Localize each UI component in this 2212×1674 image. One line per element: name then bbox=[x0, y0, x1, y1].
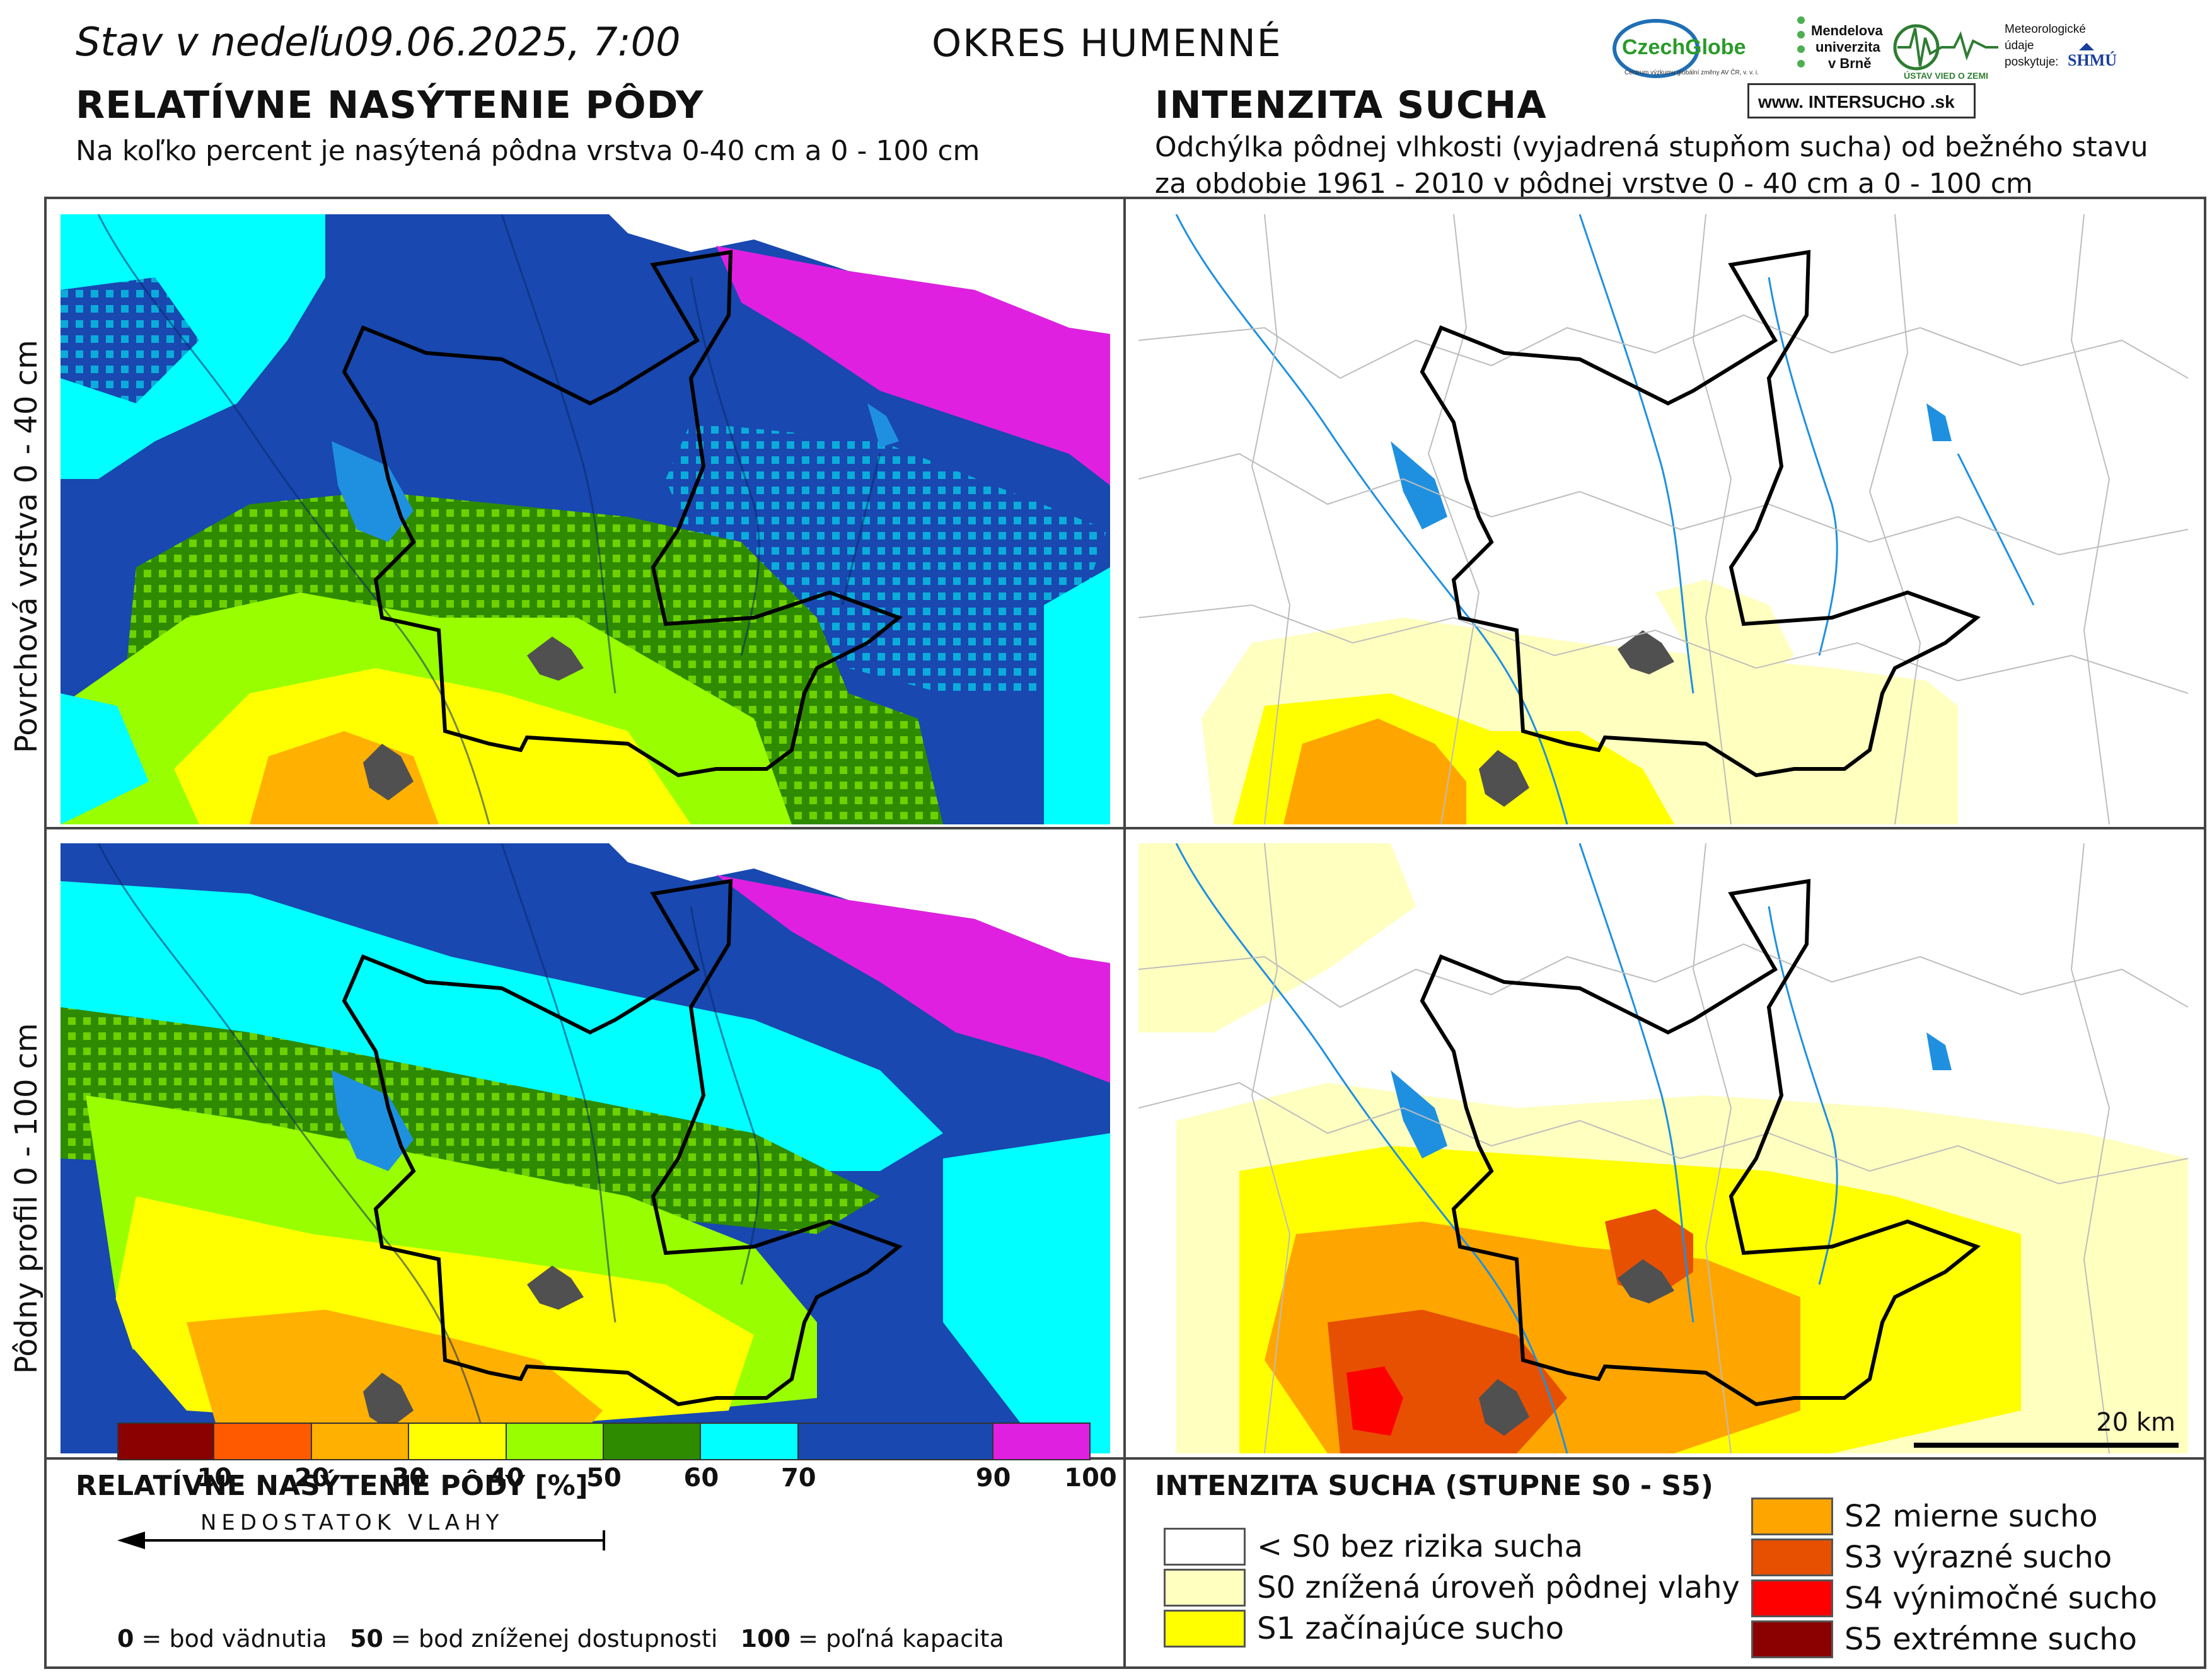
map-saturation-topsoil bbox=[61, 214, 1110, 824]
drought-swatch-5 bbox=[1751, 1579, 1833, 1617]
footnote-value-50: 50 bbox=[350, 1625, 383, 1653]
saturation-bin-70-90 bbox=[798, 1423, 993, 1460]
footnote-text-100: = poľná kapacita bbox=[790, 1625, 1004, 1653]
deficit-arrow bbox=[117, 1530, 605, 1550]
saturation-tick-label: 50 bbox=[586, 1463, 622, 1492]
saturation-bin-10-20 bbox=[214, 1423, 312, 1460]
drought-legend-label-6: S5 extrémne sucho bbox=[1844, 1622, 2137, 1657]
drought-swatch-1 bbox=[1164, 1569, 1246, 1607]
svg-text:údaje: údaje bbox=[2005, 39, 2034, 52]
saturation-bin-40-50 bbox=[506, 1423, 604, 1460]
svg-text:ÚSTAV VIED O ZEMI: ÚSTAV VIED O ZEMI bbox=[1904, 70, 1988, 81]
svg-text:www. INTERSUCHO .sk: www. INTERSUCHO .sk bbox=[1757, 92, 1955, 112]
saturation-tick-label: 40 bbox=[489, 1463, 524, 1492]
drought-swatch-3 bbox=[1751, 1498, 1833, 1535]
saturation-bin-50-60 bbox=[604, 1423, 702, 1460]
footnote-value-100: 100 bbox=[740, 1625, 790, 1653]
right-section-title: INTENZITA SUCHA bbox=[1155, 83, 1547, 127]
scale-bar-label: 20 km bbox=[2096, 1408, 2175, 1437]
drought-legend-label-0: < S0 bez rizika sucha bbox=[1257, 1529, 1584, 1564]
svg-text:univerzita: univerzita bbox=[1815, 39, 1880, 55]
shmu-logo: Meteorologické údaje poskytuje: SHMÚ bbox=[2005, 18, 2124, 87]
left-section-title: RELATÍVNE NASÝTENIE PÔDY bbox=[76, 83, 704, 127]
map-drought-profile: 20 km bbox=[1138, 843, 2188, 1453]
saturation-bin-60-70 bbox=[701, 1423, 799, 1460]
report-date: Stav v nedeľu09.06.2025, 7:00 bbox=[76, 19, 681, 65]
drought-swatch-6 bbox=[1751, 1620, 1833, 1658]
drought-legend-label-4: S3 výrazné sucho bbox=[1844, 1540, 2112, 1575]
saturation-tick-label: 20 bbox=[294, 1463, 330, 1492]
drought-swatch-4 bbox=[1751, 1538, 1833, 1576]
drought-legend-label-2: S1 začínajúce sucho bbox=[1257, 1611, 1564, 1646]
row-label-bottom: Pôdny profil 0 - 100 cm bbox=[9, 1023, 44, 1374]
saturation-tick-label: 10 bbox=[197, 1463, 233, 1492]
drought-legend-title: INTENZITA SUCHA (STUPNE S0 - S5) bbox=[1155, 1470, 1713, 1502]
right-section-subtitle-line1: Odchýlka pôdnej vlhkosti (vyjadrená stup… bbox=[1155, 131, 2148, 163]
drought-swatch-0 bbox=[1164, 1528, 1246, 1566]
map-drought-topsoil bbox=[1138, 214, 2188, 824]
saturation-bin-30-40 bbox=[409, 1423, 507, 1460]
svg-text:SHMÚ: SHMÚ bbox=[2068, 51, 2117, 69]
saturation-bin-0-10 bbox=[117, 1423, 215, 1460]
svg-text:poskytuje:: poskytuje: bbox=[2005, 55, 2059, 69]
drought-legend-label-5: S4 výnimočné sucho bbox=[1844, 1581, 2158, 1616]
saturation-tick-label: 90 bbox=[975, 1463, 1011, 1492]
drought-legend-label-1: S0 znížená úroveň pôdnej vlahy bbox=[1257, 1570, 1740, 1605]
footnote-text-50: = bod zníženej dostupnosti bbox=[383, 1625, 718, 1653]
footnote-text-0: = bod vädnutia bbox=[134, 1625, 327, 1653]
czechglobe-logo: CzechGlobe Centrum výzkumu globální změn… bbox=[1611, 14, 1793, 83]
saturation-tick-label: 100 bbox=[1064, 1463, 1117, 1492]
legend-divider bbox=[44, 1457, 2206, 1460]
svg-text:Centrum výzkumu globální změny: Centrum výzkumu globální změny AV ČR, v.… bbox=[1624, 68, 1759, 76]
saturation-legend-title: RELATÍVNE NASÝTENIE PÔDY [%] bbox=[76, 1470, 588, 1502]
saturation-bin-20-30 bbox=[311, 1423, 410, 1460]
svg-text:CzechGlobe: CzechGlobe bbox=[1622, 35, 1746, 59]
saturation-footnote: 0 = bod vädnutia 50 = bod zníženej dostu… bbox=[117, 1625, 1004, 1653]
right-section-subtitle-line2: za obdobie 1961 - 2010 v pôdnej vrstve 0… bbox=[1155, 168, 2033, 200]
row-label-top: Povrchová vrstva 0 - 40 cm bbox=[9, 340, 44, 753]
center-divider bbox=[1123, 197, 1126, 1669]
map-saturation-profile bbox=[61, 843, 1110, 1453]
saturation-tick-label: 70 bbox=[780, 1463, 816, 1492]
saturation-bin-90-100 bbox=[993, 1423, 1091, 1460]
svg-text:Meteorologické: Meteorologické bbox=[2005, 23, 2086, 36]
district-title: OKRES HUMENNÉ bbox=[932, 21, 1282, 66]
drought-legend-label-3: S2 mierne sucho bbox=[1844, 1499, 2098, 1534]
left-section-subtitle: Na koľko percent je nasýtená pôdna vrstv… bbox=[76, 135, 980, 167]
svg-text:Mendelova: Mendelova bbox=[1811, 23, 1883, 38]
mendel-logo: Mendelova univerzita v Brně bbox=[1793, 13, 1888, 88]
svg-text:v Brně: v Brně bbox=[1828, 55, 1871, 71]
intersucho-logo: www. INTERSUCHO .sk bbox=[1747, 83, 1976, 118]
deficit-arrow-label: NEDOSTATOK VLAHY bbox=[200, 1510, 504, 1535]
drought-swatch-2 bbox=[1164, 1610, 1246, 1648]
ustav-vied-logo: ÚSTAV VIED O ZEMI bbox=[1891, 16, 2005, 85]
footnote-value-0: 0 bbox=[117, 1625, 134, 1653]
saturation-tick-label: 30 bbox=[391, 1463, 427, 1492]
row-divider bbox=[44, 827, 2206, 829]
saturation-tick-label: 60 bbox=[683, 1463, 719, 1492]
